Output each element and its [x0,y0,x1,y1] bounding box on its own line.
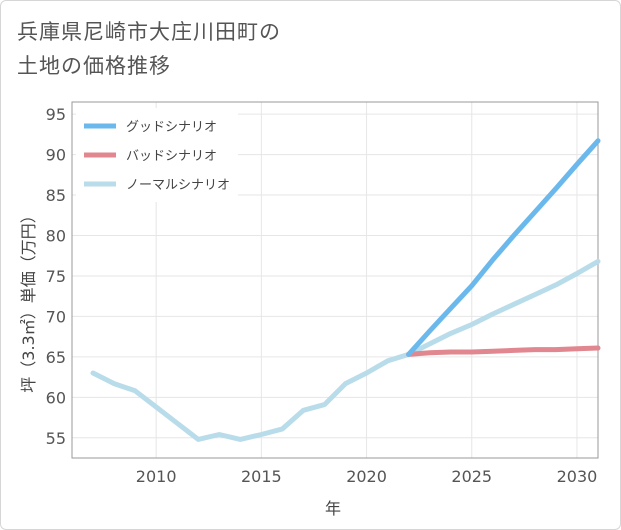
chart-title: 兵庫県尼崎市大庄川田町の 土地の価格推移 [17,15,577,83]
y-tick-label: 70 [46,307,66,326]
y-tick-label: 95 [46,105,66,124]
x-axis-ticks: 2010 2015 2020 2025 2030 [136,467,598,486]
legend-label: グッドシナリオ [126,120,217,135]
bad-scenario-line [406,345,601,357]
y-axis-ticks: 55 60 65 70 75 80 85 90 95 [46,105,66,448]
good-scenario-line [406,138,601,357]
y-tick-label: 80 [46,227,66,246]
x-tick-label: 2020 [346,467,387,486]
x-axis-title: 年 [325,499,341,518]
legend-item-good: グッドシナリオ [84,120,217,135]
legend-label: ノーマルシナリオ [126,178,230,193]
legend-item-bad: バッドシナリオ [84,149,217,164]
x-tick-label: 2025 [451,467,492,486]
normal-scenario-line [90,258,601,442]
y-tick-label: 55 [46,429,66,448]
title-line-2: 土地の価格推移 [17,54,171,78]
y-tick-label: 60 [46,388,66,407]
series-layer [90,138,601,442]
plot-frame [71,101,599,459]
y-tick-label: 85 [46,186,66,205]
x-tick-label: 2015 [241,467,282,486]
y-tick-label: 65 [46,348,66,367]
x-tick-label: 2030 [557,467,598,486]
y-tick-label: 75 [46,267,66,286]
y-axis-title: 坪（3.3㎡）単価（万円） [19,207,38,392]
legend-item-normal: ノーマルシナリオ [84,178,230,193]
y-tick-label: 90 [46,146,66,165]
title-line-1: 兵庫県尼崎市大庄川田町の [17,20,281,44]
legend-label: バッドシナリオ [126,149,217,164]
x-tick-label: 2010 [136,467,177,486]
